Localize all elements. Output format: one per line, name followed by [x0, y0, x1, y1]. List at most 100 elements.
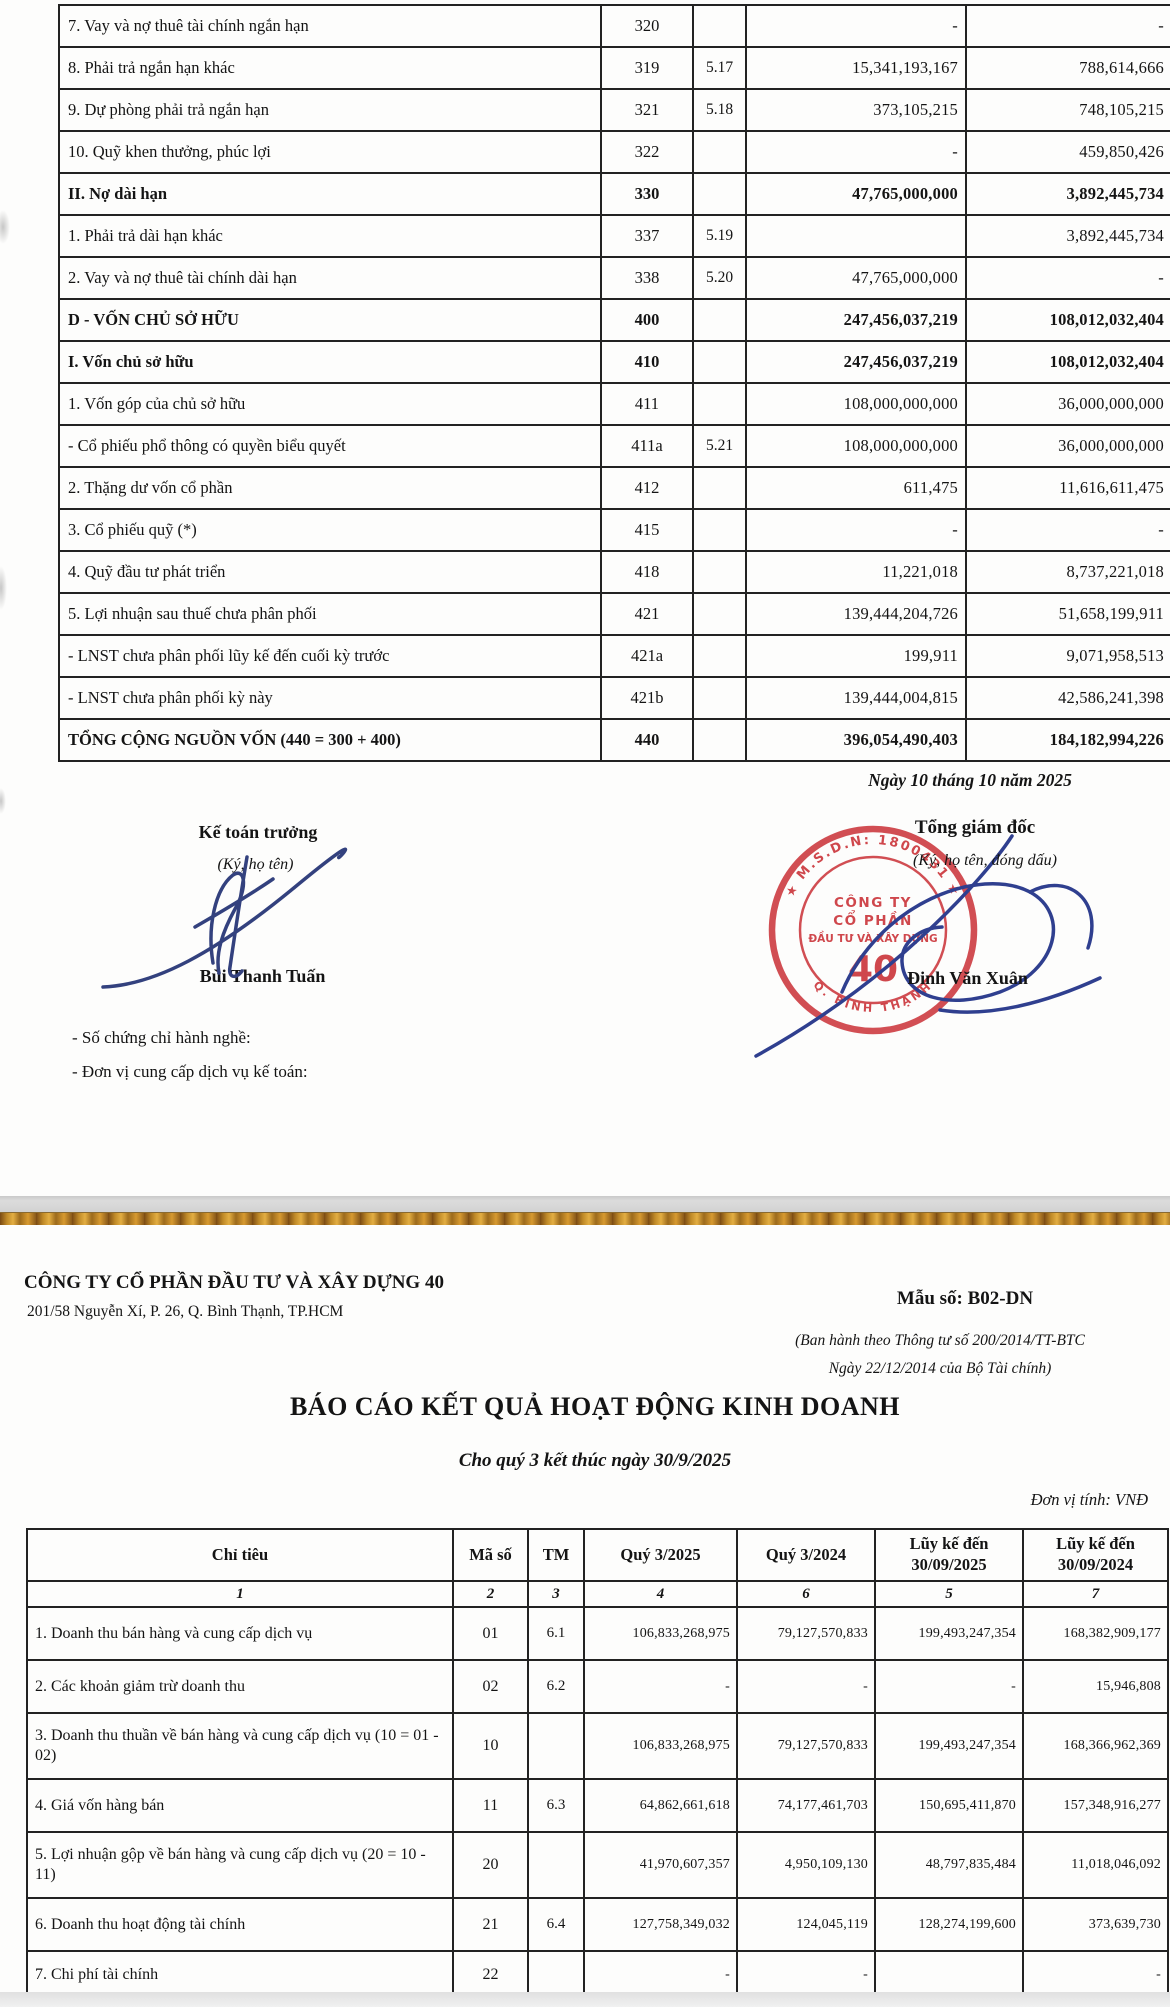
- row-code: 411a: [601, 425, 694, 468]
- row-code: 400: [601, 299, 694, 342]
- row-q3-2025: 127,758,349,032: [583, 1897, 738, 1952]
- table-row: 4. Giá vốn hàng bán 11 6.3 64,862,661,61…: [26, 1778, 1169, 1833]
- row-code: 421b: [601, 677, 694, 720]
- col-num: 3: [527, 1580, 585, 1608]
- row-value-prior: -: [966, 4, 1170, 48]
- row-ytd-2024: 157,348,916,277: [1022, 1778, 1169, 1833]
- row-note-ref: [527, 1831, 585, 1899]
- table-row: 1. Vốn góp của chủ sở hữu 411 108,000,00…: [58, 383, 1170, 426]
- row-value-prior: 51,658,199,911: [966, 593, 1170, 636]
- general-director-name: Đinh Văn Xuân: [907, 968, 1028, 988]
- row-value-prior: 459,850,426: [966, 131, 1170, 174]
- col-num: 6: [736, 1580, 876, 1608]
- row-label: 4. Giá vốn hàng bán: [26, 1778, 454, 1833]
- row-code: 02: [452, 1659, 529, 1714]
- row-value-current: 373,105,215: [746, 89, 967, 132]
- row-value-prior: 748,105,215: [966, 89, 1170, 132]
- row-note-ref: [693, 4, 747, 48]
- row-code: 411: [601, 383, 694, 426]
- row-label: 1. Phải trả dài hạn khác: [58, 215, 602, 258]
- col-num: 2: [452, 1580, 529, 1608]
- income-statement-table: Chỉ tiêu Mã số TM Quý 3/2025 Quý 3/2024 …: [26, 1528, 1169, 2007]
- row-label: I. Vốn chủ sở hữu: [58, 341, 602, 384]
- row-value-current: 11,221,018: [746, 551, 967, 594]
- row-value-current: 15,341,193,167: [746, 47, 967, 90]
- row-value-prior: 36,000,000,000: [966, 425, 1170, 468]
- row-code: 418: [601, 551, 694, 594]
- row-code: 320: [601, 4, 694, 48]
- row-value-current: 247,456,037,219: [746, 299, 967, 342]
- row-code: 322: [601, 131, 694, 174]
- row-q3-2025: -: [583, 1659, 738, 1714]
- row-q3-2024: 4,950,109,130: [736, 1831, 876, 1899]
- row-q3-2025: 41,970,607,357: [583, 1831, 738, 1899]
- row-note-ref: 5.21: [693, 425, 747, 468]
- row-label: 4. Quỹ đầu tư phát triển: [58, 551, 602, 594]
- row-value-current: 199,911: [746, 635, 967, 678]
- row-note-ref: [693, 383, 747, 426]
- practice-certificate-note: - Số chứng chỉ hành nghề:: [72, 1028, 251, 1047]
- row-ytd-2024: 15,946,808: [1022, 1659, 1169, 1714]
- row-label: 1. Vốn góp của chủ sở hữu: [58, 383, 602, 426]
- row-code: 10: [452, 1712, 529, 1780]
- col-num: 5: [874, 1580, 1024, 1608]
- row-note-ref: 6.1: [527, 1606, 585, 1661]
- row-label: TỔNG CỘNG NGUỒN VỐN (440 = 300 + 400): [58, 719, 602, 762]
- general-director-title: Tổng giám đốc: [914, 817, 1036, 838]
- table-row: - Cổ phiếu phổ thông có quyền biểu quyết…: [58, 425, 1170, 468]
- column-number-row: 1 2 3 4 6 5 7: [26, 1580, 1169, 1608]
- table-row: 10. Quỹ khen thưởng, phúc lợi 322 - 459,…: [58, 131, 1170, 174]
- scan-smudge: [0, 566, 7, 610]
- row-note-ref: [693, 635, 747, 678]
- row-q3-2025: 106,833,268,975: [583, 1712, 738, 1780]
- form-reference-line2: Ngày 22/12/2014 của Bộ Tài chính): [828, 1360, 1052, 1377]
- table-row: II. Nợ dài hạn 330 47,765,000,000 3,892,…: [58, 173, 1170, 216]
- row-ytd-2025: 128,274,199,600: [874, 1897, 1024, 1952]
- row-label: 7. Vay và nợ thuê tài chính ngắn hạn: [58, 4, 602, 48]
- row-code: 11: [452, 1778, 529, 1833]
- general-director-signature: [754, 834, 1102, 1058]
- stamp-line1: CÔNG TY: [834, 893, 912, 911]
- row-value-prior: 108,012,032,404: [966, 299, 1170, 342]
- row-q3-2024: -: [736, 1659, 876, 1714]
- row-value-current: 108,000,000,000: [746, 383, 967, 426]
- row-value-prior: 9,071,958,513: [966, 635, 1170, 678]
- chief-accountant-sign-note: (Ký, họ tên): [217, 856, 294, 873]
- report-subtitle: Cho quý 3 kết thúc ngày 30/9/2025: [458, 1450, 732, 1471]
- table-row: TỔNG CỘNG NGUỒN VỐN (440 = 300 + 400) 44…: [58, 719, 1170, 762]
- row-code: 440: [601, 719, 694, 762]
- row-label: D - VỐN CHỦ SỞ HỮU: [58, 299, 602, 342]
- row-value-current: 611,475: [746, 467, 967, 510]
- page-edge-gray-strip: [0, 1196, 1170, 1212]
- row-note-ref: [693, 551, 747, 594]
- row-note-ref: [693, 131, 747, 174]
- row-code: 410: [601, 341, 694, 384]
- row-label: II. Nợ dài hạn: [58, 173, 602, 216]
- form-reference-line1: (Ban hành theo Thông tư số 200/2014/TT-B…: [795, 1332, 1085, 1349]
- row-value-current: -: [746, 509, 967, 552]
- row-value-current: -: [746, 131, 967, 174]
- balance-sheet-table: 7. Vay và nợ thuê tài chính ngắn hạn 320…: [58, 4, 1170, 762]
- row-code: 01: [452, 1606, 529, 1661]
- row-code: 338: [601, 257, 694, 300]
- row-code: 421a: [601, 635, 694, 678]
- row-ytd-2025: 48,797,835,484: [874, 1831, 1024, 1899]
- row-note-ref: 6.4: [527, 1897, 585, 1952]
- table-row: 2. Thặng dư vốn cổ phần 412 611,475 11,6…: [58, 467, 1170, 510]
- row-q3-2024: 74,177,461,703: [736, 1778, 876, 1833]
- row-value-prior: 8,737,221,018: [966, 551, 1170, 594]
- scan-smudge: [0, 788, 6, 814]
- row-note-ref: [693, 341, 747, 384]
- row-value-current: 108,000,000,000: [746, 425, 967, 468]
- row-note-ref: [693, 593, 747, 636]
- row-label: - LNST chưa phân phối lũy kế đến cuối kỳ…: [58, 635, 602, 678]
- stamp-line3: ĐẦU TƯ VÀ XÂY DỰNG: [808, 931, 937, 945]
- row-value-prior: -: [966, 509, 1170, 552]
- row-note-ref: 5.20: [693, 257, 747, 300]
- row-label: 6. Doanh thu hoạt động tài chính: [26, 1897, 454, 1952]
- col-header-tm: TM: [527, 1528, 585, 1582]
- row-value-prior: 3,892,445,734: [966, 215, 1170, 258]
- col-header-q3-2025: Quý 3/2025: [583, 1528, 738, 1582]
- row-label: - LNST chưa phân phối kỳ này: [58, 677, 602, 720]
- scan-bottom-edge: [0, 1992, 1170, 2007]
